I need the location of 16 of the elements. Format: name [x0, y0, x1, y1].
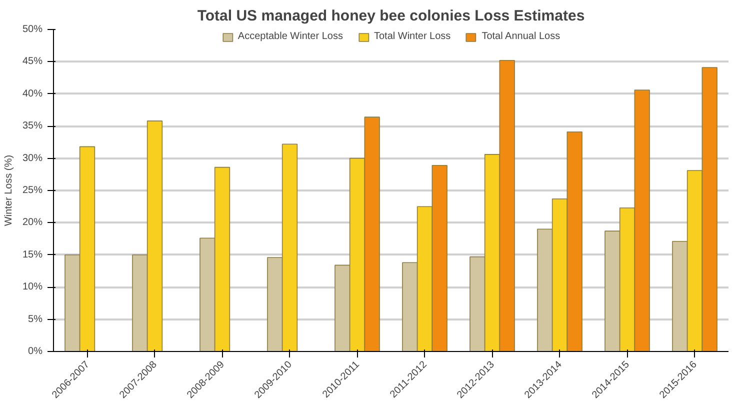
- chart-title: Total US managed honey bee colonies Loss Estimates: [197, 8, 585, 24]
- legend-label: Total Annual Loss: [482, 31, 560, 42]
- y-tick-label: 5%: [28, 314, 43, 325]
- y-axis-title: Winter Loss (%): [3, 154, 14, 226]
- y-tick-label: 45%: [22, 56, 43, 68]
- legend-label: Acceptable Winter Loss: [238, 31, 343, 42]
- legend-label: Total Winter Loss: [374, 31, 451, 42]
- y-tick-label: 25%: [22, 185, 43, 196]
- y-tick-label: 10%: [22, 282, 43, 293]
- y-tick-label: 35%: [22, 120, 43, 132]
- y-tick-label: 40%: [22, 88, 43, 100]
- y-tick-label: 0%: [28, 346, 43, 357]
- y-tick-label: 30%: [22, 152, 43, 164]
- y-tick-label: 20%: [22, 217, 43, 228]
- y-tick-label: 50%: [22, 24, 43, 35]
- y-tick-label: 15%: [22, 249, 43, 260]
